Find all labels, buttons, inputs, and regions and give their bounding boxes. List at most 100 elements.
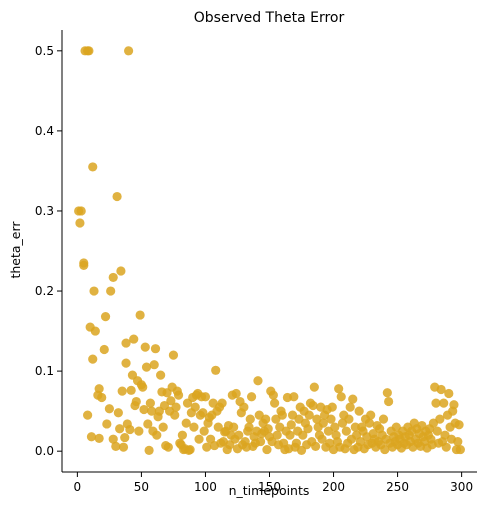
y-tick-label: 0.2 [35, 284, 54, 298]
data-point [454, 420, 464, 430]
data-point [118, 442, 129, 452]
data-point [168, 350, 179, 360]
data-point [139, 404, 149, 415]
x-tick-label: 150 [258, 480, 281, 494]
data-point [94, 384, 104, 394]
data-point [185, 444, 195, 455]
data-point [199, 426, 209, 436]
data-point [244, 422, 254, 432]
data-point [166, 396, 176, 406]
y-tick-label: 0.1 [35, 364, 54, 378]
data-point [272, 430, 282, 440]
data-point [141, 362, 152, 372]
data-point [104, 404, 114, 414]
data-point [317, 434, 327, 444]
data-point [336, 392, 346, 402]
data-point [121, 358, 131, 368]
data-point [350, 422, 360, 432]
data-point [171, 402, 181, 412]
data-point [190, 402, 200, 412]
data-point [140, 342, 150, 352]
data-point [76, 206, 86, 216]
data-point [84, 46, 94, 56]
data-point [253, 376, 263, 386]
data-point [181, 418, 191, 428]
data-point [277, 410, 287, 420]
data-point [285, 430, 295, 440]
data-point [289, 392, 299, 402]
data-point [138, 382, 148, 392]
data-point [100, 312, 111, 322]
data-point [318, 418, 328, 428]
data-point [163, 442, 173, 452]
data-point [152, 430, 162, 440]
data-point [261, 414, 271, 424]
data-point [229, 422, 239, 432]
data-point [97, 392, 107, 403]
data-point [341, 426, 351, 436]
data-point [150, 344, 161, 354]
data-point [177, 430, 187, 440]
data-point [432, 426, 442, 436]
data-point [344, 414, 354, 424]
data-point [378, 414, 389, 424]
x-tick-label: 250 [386, 480, 409, 494]
data-point [144, 445, 154, 455]
data-point [124, 46, 134, 56]
data-point [158, 422, 168, 432]
data-point [270, 398, 280, 408]
data-point [126, 385, 136, 395]
data-point [263, 424, 273, 434]
data-point [327, 402, 337, 412]
data-point [115, 424, 125, 434]
data-point [309, 382, 319, 392]
data-point [156, 370, 166, 380]
data-point [129, 334, 139, 344]
data-point [83, 410, 93, 420]
data-point [262, 444, 272, 455]
data-point [131, 396, 141, 407]
data-point [298, 430, 308, 440]
data-point [112, 191, 122, 202]
data-point [439, 398, 449, 408]
data-point [99, 344, 109, 355]
data-point [255, 436, 266, 447]
y-tick-label: 0.3 [35, 204, 54, 218]
data-point [291, 438, 301, 448]
data-point [441, 442, 451, 452]
data-point [382, 388, 392, 398]
data-point [194, 434, 204, 444]
data-point [380, 444, 390, 455]
data-point [245, 414, 255, 424]
data-point [113, 408, 123, 418]
data-point [217, 398, 227, 408]
data-point [268, 390, 278, 400]
data-point [120, 432, 130, 443]
data-point [355, 436, 366, 447]
data-point [134, 426, 144, 436]
x-axis-ticks: 0 50 100 150 200 250 300 [74, 472, 473, 494]
data-point [117, 386, 127, 396]
data-point [135, 310, 145, 320]
data-point [108, 272, 118, 283]
data-point [239, 402, 249, 412]
x-tick-label: 200 [322, 480, 345, 494]
data-point [200, 392, 211, 402]
y-tick-label: 0.0 [35, 444, 54, 458]
data-point [286, 420, 296, 430]
data-point [89, 286, 99, 296]
data-point [202, 442, 212, 452]
data-point [88, 354, 98, 364]
data-point [311, 441, 321, 451]
data-point [106, 286, 116, 296]
points-layer [74, 46, 465, 455]
data-point [121, 338, 131, 348]
data-point [173, 390, 184, 400]
data-point [143, 419, 153, 429]
x-tick-label: 0 [74, 480, 82, 494]
chart-title: Observed Theta Error [194, 10, 345, 26]
data-point [116, 266, 126, 276]
data-point [86, 432, 97, 442]
data-point [88, 162, 98, 172]
